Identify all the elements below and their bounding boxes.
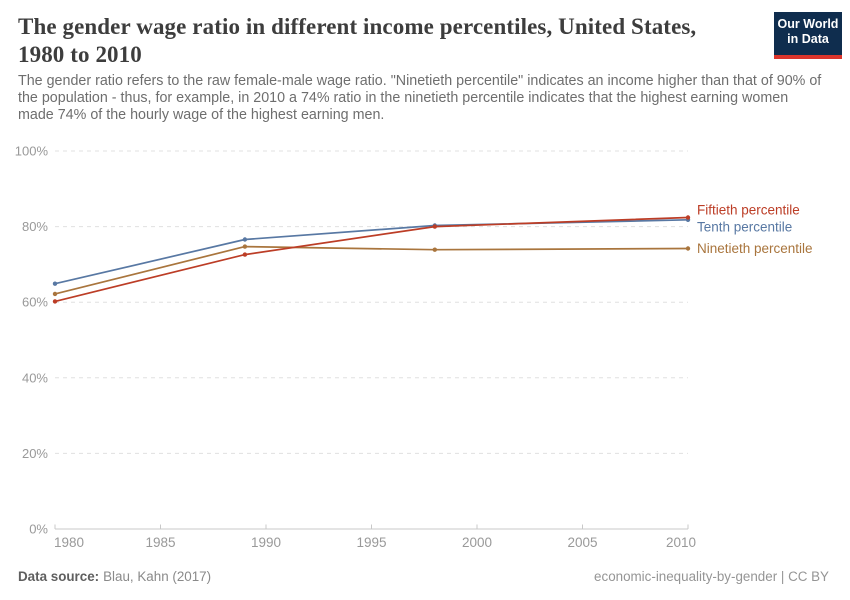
x-tick-label: 1985 (145, 535, 175, 550)
data-point-fiftieth-percentile[interactable] (685, 215, 691, 220)
page-title-line1: The gender wage ratio in different incom… (18, 14, 697, 39)
data-point-ninetieth-percentile[interactable] (432, 247, 437, 252)
data-point-ninetieth-percentile[interactable] (52, 291, 58, 297)
data-source-label: Data source: (18, 569, 100, 584)
y-tick-label: 100% (15, 144, 49, 159)
license-link[interactable]: economic-inequality-by-gender | CC BY (594, 569, 829, 584)
data-point-tenth-percentile[interactable] (52, 281, 58, 286)
y-tick-label: 40% (22, 370, 48, 385)
data-source-value: Blau, Kahn (2017) (103, 569, 212, 584)
data-point-fiftieth-percentile[interactable] (432, 224, 437, 229)
y-tick-label: 0% (29, 522, 48, 537)
series-label-tenth-percentile[interactable]: Tenth percentile (697, 220, 792, 235)
series-label-ninetieth-percentile[interactable]: Ninetieth percentile (697, 241, 813, 256)
data-point-fiftieth-percentile[interactable] (52, 299, 58, 304)
data-source-note: Data source: Blau, Kahn (2017) (18, 569, 211, 584)
owid-logo-line1: Our World (777, 17, 839, 31)
series-line-fiftieth-percentile[interactable] (54, 216, 689, 303)
series-line-ninetieth-percentile[interactable] (54, 245, 689, 295)
owid-logo[interactable]: Our World in Data (774, 12, 842, 59)
x-tick-label: 1995 (356, 535, 386, 550)
series-label-fiftieth-percentile[interactable]: Fiftieth percentile (697, 203, 800, 218)
page-title: The gender wage ratio in different incom… (18, 13, 696, 69)
y-tick-label: 60% (22, 295, 48, 310)
page-title-line2: 1980 to 2010 (18, 42, 142, 67)
data-point-ninetieth-percentile[interactable] (242, 244, 248, 249)
x-tick-label: 2000 (462, 535, 492, 550)
y-tick-label: 20% (22, 446, 48, 461)
y-tick-label: 80% (22, 219, 48, 234)
x-tick-label: 1990 (251, 535, 281, 550)
data-point-ninetieth-percentile[interactable] (685, 246, 691, 251)
data-point-tenth-percentile[interactable] (242, 237, 248, 242)
series-line-tenth-percentile[interactable] (54, 218, 689, 285)
owid-logo-line2: in Data (787, 32, 829, 46)
x-tick-label: 1980 (54, 535, 84, 550)
x-tick-label: 2010 (666, 535, 696, 550)
data-point-fiftieth-percentile[interactable] (242, 252, 248, 257)
x-tick-label: 2005 (567, 535, 597, 550)
chart-subtitle: The gender ratio refers to the raw femal… (18, 73, 822, 124)
